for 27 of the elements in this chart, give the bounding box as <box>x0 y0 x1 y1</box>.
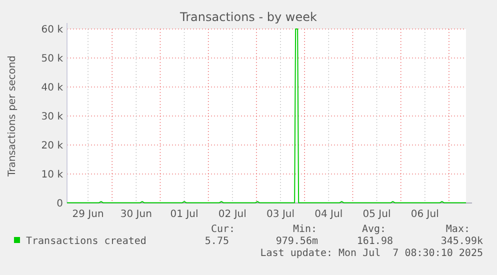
y-tick-label: 10 k <box>41 170 64 180</box>
x-tick-label: 02 Jul <box>218 209 246 220</box>
x-tick-label: 29 Jun <box>72 209 104 220</box>
text: Max: <box>446 224 470 235</box>
legend-label: Transactions created <box>26 236 146 247</box>
x-tick-label: 04 Jul <box>314 209 343 220</box>
text: Min: <box>292 224 318 235</box>
x-tick-label: 01 Jul <box>170 209 198 220</box>
text: Last update: Mon Jul 7 08:30:10 2025 <box>260 248 483 259</box>
text: Avg: <box>362 224 386 235</box>
x-tick-label: 05 Jul <box>362 209 391 220</box>
text: Cur: <box>210 224 236 235</box>
x-tick-label: 30 Jun <box>120 209 152 220</box>
y-tick-label: 40 k <box>41 82 64 94</box>
text: 979.56m <box>276 236 318 247</box>
x-tick-label: 03 Jul <box>266 209 295 220</box>
y-tick-label: 20 k <box>41 140 64 152</box>
x-tick-label: 06 Jul <box>410 209 439 220</box>
text: 345.99k <box>440 236 483 247</box>
y-tick-label: 50 k <box>41 54 64 64</box>
y-axis-title: Transactions per second <box>7 55 18 178</box>
chart-title: Transactions - by week <box>179 10 318 24</box>
y-tick-label: 60 k <box>41 24 64 36</box>
y-tick-label: 0 <box>56 198 63 210</box>
y-tick-label: 30 k <box>41 112 64 122</box>
text: 5.75 <box>204 236 229 247</box>
text: 161.98 <box>356 236 393 247</box>
